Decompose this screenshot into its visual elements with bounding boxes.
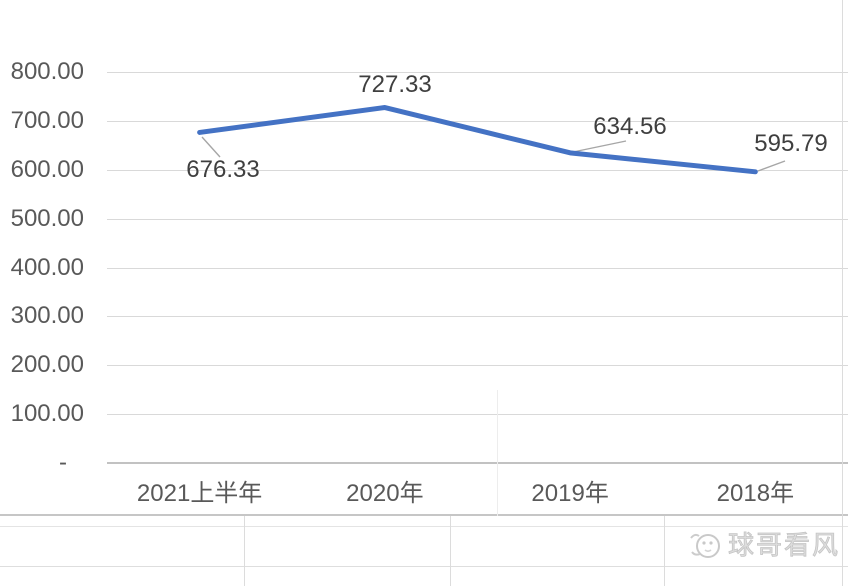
y-axis-tick-label: -: [59, 449, 67, 476]
watermark-text: 球哥看风: [728, 530, 841, 561]
data-label: 634.56: [593, 113, 667, 140]
data-label: 727.33: [358, 71, 432, 98]
data-label: 595.79: [754, 130, 828, 157]
y-gridline: [107, 218, 848, 220]
series-line: [197, 105, 758, 175]
x-axis-category-label: 2020年: [346, 480, 424, 507]
leader-line: [757, 160, 786, 172]
sheet-row-border: [0, 566, 848, 567]
sheet-column-border: [664, 516, 665, 586]
y-axis-tick-label: 300.00: [10, 302, 84, 330]
chart-bottom-border: [0, 514, 848, 516]
y-axis-tick-label: 200.00: [10, 351, 84, 379]
y-gridline: [107, 365, 848, 367]
y-gridline: [107, 72, 848, 73]
x-axis-category-label: 2018年: [716, 480, 795, 507]
fish-icon: [688, 529, 722, 561]
x-axis-category-label: 2019年: [531, 480, 609, 507]
y-axis-tick-label: 100.00: [10, 400, 84, 428]
sheet-column-border: [842, 0, 843, 586]
sheet-column-border: [497, 390, 498, 516]
y-gridline: [107, 414, 848, 416]
y-axis-tick-label: 500.00: [10, 204, 84, 232]
sheet-column-border: [244, 516, 245, 586]
watermark: 球哥看风: [688, 527, 840, 563]
leader-line: [201, 136, 221, 158]
x-axis-category-label: 2021上半年: [136, 480, 263, 507]
sheet-row-border: [0, 526, 848, 527]
y-axis-tick-label: 600.00: [10, 155, 84, 183]
y-gridline: [107, 267, 848, 269]
x-axis-line: [107, 462, 848, 464]
y-gridline: [107, 169, 848, 171]
data-label: 676.33: [186, 156, 260, 183]
y-axis-tick-label: 400.00: [10, 253, 84, 281]
y-gridline: [107, 316, 848, 318]
y-axis-tick-label: 700.00: [10, 106, 84, 134]
y-gridline: [107, 120, 848, 122]
sheet-column-border: [450, 516, 451, 586]
leader-line: [572, 140, 627, 153]
y-axis-tick-label: 800.00: [10, 58, 84, 85]
